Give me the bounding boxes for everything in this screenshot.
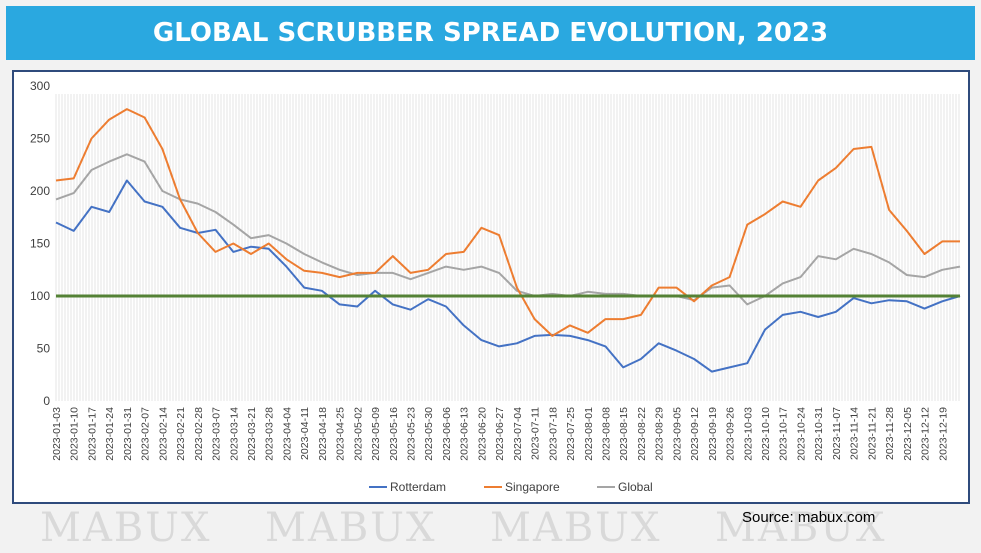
page-title: GLOBAL SCRUBBER SPREAD EVOLUTION, 2023 [152, 18, 829, 48]
source-label: Source: mabux.com [742, 509, 876, 526]
legend-label-rotterdam: Rotterdam [390, 480, 446, 494]
y-tick-label: 50 [37, 342, 51, 356]
y-tick-label: 300 [30, 79, 50, 93]
x-tick-label: 2023-04-25 [335, 407, 347, 461]
x-tick-label: 2023-11-07 [831, 407, 843, 460]
x-tick-label: 2023-06-13 [459, 407, 471, 461]
x-tick-label: 2023-03-28 [264, 407, 276, 461]
y-tick-label: 250 [30, 132, 50, 146]
x-tick-label: 2023-04-11 [299, 407, 311, 460]
watermark-logo: MABUX [265, 505, 437, 551]
series-line-rotterdam [55, 179, 961, 373]
x-tick-label: 2023-12-12 [920, 407, 932, 461]
x-tick-label: 2023-09-26 [725, 407, 737, 461]
x-tick-label: 2023-05-23 [406, 407, 418, 461]
x-tick-label: 2023-08-08 [600, 407, 612, 461]
y-tick-label: 200 [30, 184, 50, 198]
x-tick-label: 2023-12-19 [937, 407, 949, 461]
background-stripes [55, 94, 960, 401]
x-tick-label: 2023-10-31 [813, 407, 825, 461]
x-tick-label: 2023-02-07 [140, 407, 152, 461]
legend-label-global: Global [618, 480, 653, 494]
x-tick-label: 2023-08-15 [618, 407, 630, 461]
x-tick-label: 2023-11-21 [866, 407, 878, 460]
x-tick-label: 2023-01-10 [69, 407, 81, 461]
x-tick-label: 2023-04-04 [281, 407, 293, 461]
x-tick-label: 2023-01-31 [122, 407, 134, 461]
x-tick-label: 2023-10-24 [795, 407, 807, 461]
watermark-logo: MABUX [715, 505, 887, 551]
x-tick-label: 2023-12-05 [902, 407, 914, 461]
x-tick-label: 2023-05-30 [423, 407, 435, 461]
x-tick-label: 2023-07-18 [547, 407, 559, 461]
x-tick-label: 2023-02-21 [175, 407, 187, 461]
x-tick-label: 2023-04-18 [317, 407, 329, 461]
x-tick-label: 2023-03-14 [228, 407, 240, 461]
x-tick-label: 2023-08-29 [654, 407, 666, 461]
watermark-logo: MABUX [490, 505, 662, 551]
y-axis: 0 50 100 150 200 250 300 [30, 79, 50, 408]
x-tick-label: 2023-07-04 [512, 407, 524, 461]
chart-frame: 0 50 100 150 200 250 300 2023-01-03 2023-01-10 2… [12, 70, 970, 504]
x-tick-label: 2023-09-12 [689, 407, 701, 461]
x-tick-label: 2023-05-16 [388, 407, 400, 461]
x-tick-label: 2023-02-14 [157, 407, 169, 461]
x-tick-label: 2023-11-28 [884, 407, 896, 460]
x-tick-label: 2023-05-09 [370, 407, 382, 461]
x-tick-label: 2023-03-07 [211, 407, 223, 461]
x-tick-label: 2023-10-03 [742, 407, 754, 461]
series-lines [55, 108, 961, 373]
x-tick-label: 2023-01-17 [86, 407, 98, 461]
x-tick-label: 2023-06-06 [441, 407, 453, 461]
x-axis: 2023-01-03 2023-01-10 2023-01-17 2023-01-24… [51, 407, 949, 461]
x-tick-label: 2023-10-17 [778, 407, 790, 461]
x-tick-label: 2023-06-20 [476, 407, 488, 461]
chart-title-banner: GLOBAL SCRUBBER SPREAD EVOLUTION, 2023 [6, 6, 975, 60]
x-tick-label: 2023-06-27 [494, 407, 506, 461]
x-tick-label: 2023-07-11 [530, 407, 542, 460]
series-line-singapore [55, 108, 960, 337]
y-tick-label: 100 [30, 289, 50, 303]
x-tick-label: 2023-01-03 [51, 407, 63, 461]
y-tick-label: 0 [43, 394, 50, 408]
x-tick-label: 2023-09-19 [707, 407, 719, 461]
x-tick-label: 2023-08-01 [583, 407, 595, 461]
x-tick-label: 2023-03-21 [246, 407, 258, 461]
legend-label-singapore: Singapore [505, 480, 560, 494]
legend: Rotterdam Singapore Global [369, 480, 653, 494]
x-tick-label: 2023-09-05 [671, 407, 683, 461]
x-tick-label: 2023-07-25 [565, 407, 577, 461]
x-tick-label: 2023-10-10 [760, 407, 772, 461]
x-tick-label: 2023-08-22 [636, 407, 648, 461]
y-tick-label: 150 [30, 237, 50, 251]
x-tick-label: 2023-02-28 [193, 407, 205, 461]
watermark-logo: MABUX [40, 505, 212, 551]
x-tick-label: 2023-11-14 [849, 407, 861, 460]
series-line-global [55, 153, 961, 306]
x-tick-label: 2023-05-02 [352, 407, 364, 461]
x-tick-label: 2023-01-24 [104, 407, 116, 461]
